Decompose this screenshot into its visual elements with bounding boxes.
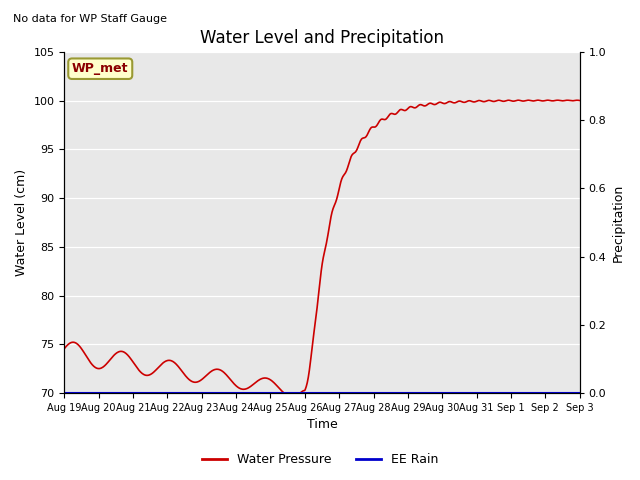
Title: Water Level and Precipitation: Water Level and Precipitation	[200, 29, 444, 48]
Text: No data for WP Staff Gauge: No data for WP Staff Gauge	[13, 14, 167, 24]
Text: WP_met: WP_met	[72, 62, 129, 75]
X-axis label: Time: Time	[307, 419, 337, 432]
Y-axis label: Water Level (cm): Water Level (cm)	[15, 169, 28, 276]
Legend: Water Pressure, EE Rain: Water Pressure, EE Rain	[196, 448, 444, 471]
Y-axis label: Precipitation: Precipitation	[612, 183, 625, 262]
